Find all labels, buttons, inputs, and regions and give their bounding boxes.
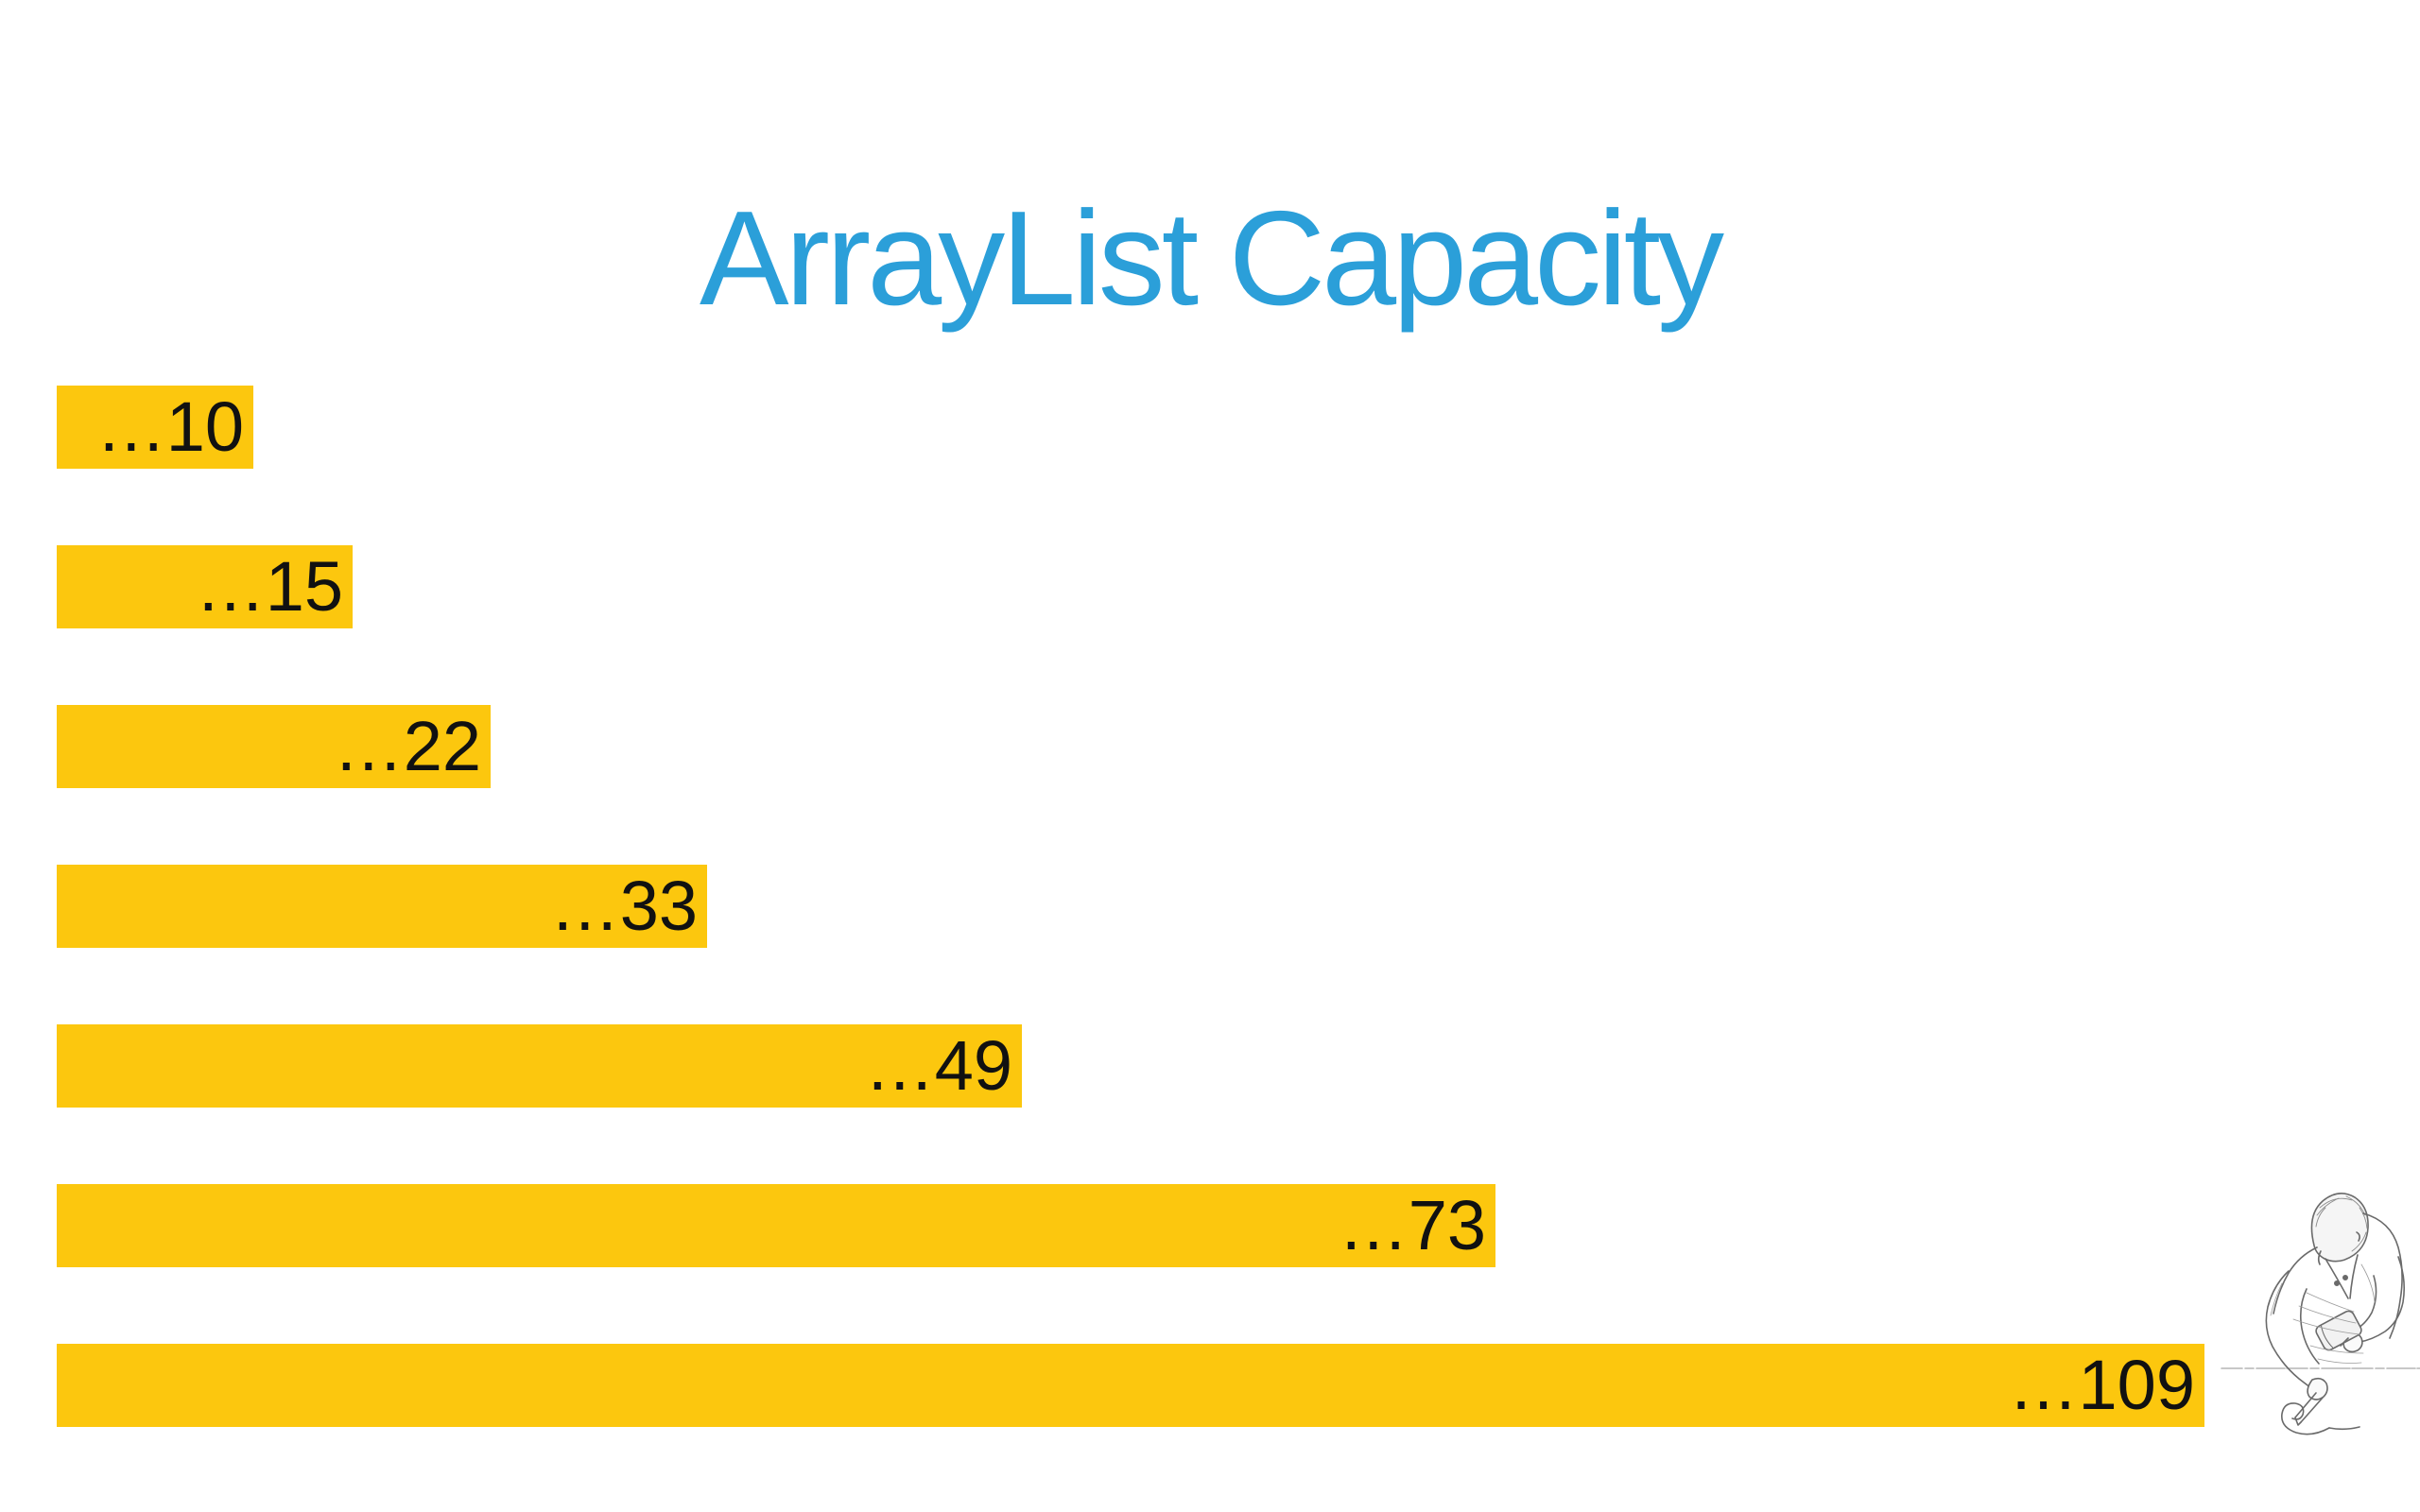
capacity-bar: …15 (57, 545, 353, 628)
bar-row: …33 (57, 865, 2363, 948)
capacity-bar: …10 (57, 386, 253, 469)
bar-value-label: …73 (1338, 1186, 1486, 1264)
bar-value-label: …15 (195, 547, 343, 626)
bar-row: …15 (57, 545, 2363, 628)
bar-value-label: …22 (333, 707, 481, 785)
capacity-bar: …73 (57, 1184, 1495, 1267)
slide-title: ArrayList Capacity (699, 183, 1724, 334)
capacity-bar: …22 (57, 705, 491, 788)
capacity-bar: …109 (57, 1344, 2204, 1427)
bar-row: …22 (57, 705, 2363, 788)
bar-value-label: …10 (95, 387, 244, 466)
capacity-bar: …33 (57, 865, 707, 948)
bar-row: …109 (57, 1344, 2363, 1427)
bar-chart: …10 …15 …22 …33 …49 …73 …109 (57, 386, 2363, 1503)
bar-value-label: …109 (2008, 1346, 2195, 1424)
bar-row: …73 (57, 1184, 2363, 1267)
capacity-bar: …49 (57, 1024, 1022, 1108)
bar-row: …10 (57, 386, 2363, 469)
bar-value-label: …33 (549, 867, 698, 945)
bar-value-label: …49 (864, 1026, 1012, 1105)
bar-row: …49 (57, 1024, 2363, 1108)
woodcarver-illustration (2221, 1193, 2420, 1435)
